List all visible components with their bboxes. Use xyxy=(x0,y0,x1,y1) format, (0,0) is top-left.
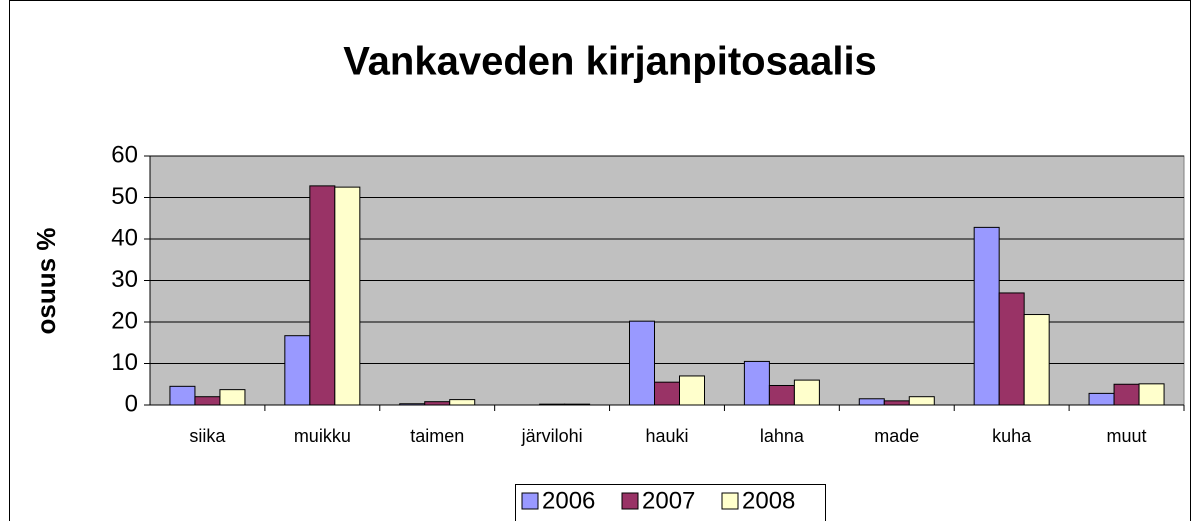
bar xyxy=(743,360,770,406)
bar xyxy=(424,401,451,406)
bar xyxy=(284,335,311,406)
bar xyxy=(768,384,795,406)
y-tick-label: 30 xyxy=(111,266,138,293)
bar xyxy=(793,379,820,406)
bar xyxy=(654,381,680,406)
y-tick-label: 40 xyxy=(111,224,138,251)
bar xyxy=(908,396,935,406)
bar xyxy=(1138,383,1165,406)
bar xyxy=(973,226,1000,406)
bar xyxy=(194,396,221,406)
bar xyxy=(883,400,910,406)
bar xyxy=(858,398,885,406)
legend-label: 2007 xyxy=(642,487,695,514)
bar xyxy=(629,320,655,406)
bar xyxy=(169,385,196,406)
bar xyxy=(539,403,566,406)
bar xyxy=(998,292,1025,406)
x-tick-label: taimen xyxy=(410,426,464,446)
x-tick-label: siika xyxy=(189,426,226,446)
legend-swatch xyxy=(521,492,539,510)
bar xyxy=(1023,314,1050,406)
y-tick-label: 60 xyxy=(111,141,138,168)
y-tick-label: 10 xyxy=(111,349,138,376)
x-tick-label: kuha xyxy=(992,426,1032,446)
bar xyxy=(219,389,246,406)
bar xyxy=(679,375,705,406)
x-tick-label: hauki xyxy=(645,426,688,446)
x-tick-label: järvilohi xyxy=(521,426,583,446)
y-tick-label: 20 xyxy=(111,307,138,334)
legend-swatch xyxy=(621,492,639,510)
bar xyxy=(334,186,361,406)
bar xyxy=(309,185,336,406)
x-tick-label: lahna xyxy=(760,426,805,446)
y-tick-label: 50 xyxy=(111,183,138,210)
legend-label: 2006 xyxy=(542,487,595,514)
bar xyxy=(564,403,591,406)
bar xyxy=(399,403,426,406)
x-tick-label: muut xyxy=(1107,426,1147,446)
bar xyxy=(449,399,476,406)
legend-label: 2008 xyxy=(742,487,795,514)
legend-box xyxy=(515,484,826,521)
y-axis-label: osuus % xyxy=(31,228,61,335)
x-tick-label: muikku xyxy=(294,426,351,446)
bar xyxy=(1113,383,1140,406)
legend-swatch xyxy=(721,492,739,510)
chart-title: Vankaveden kirjanpitosaalis xyxy=(343,40,877,84)
bar xyxy=(1088,392,1115,406)
x-tick-label: made xyxy=(874,426,919,446)
y-tick-label: 0 xyxy=(125,390,138,417)
